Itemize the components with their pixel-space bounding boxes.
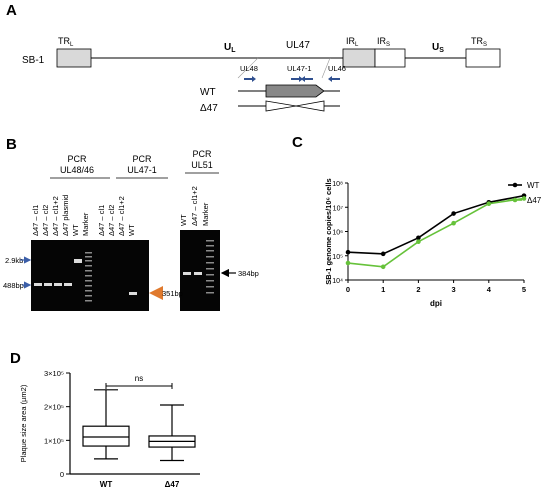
trs-label: TRS [471, 36, 487, 48]
c-series-line-0 [347, 194, 525, 255]
gene-label: UL47 [286, 40, 310, 51]
row-d47-label: Δ47 [200, 103, 218, 114]
gel1-lane-4: Δ47 plasmid [61, 195, 70, 236]
gel2-lane-3: Δ47 – cl1+2 [117, 196, 126, 236]
marker-ladder-2 [206, 240, 214, 294]
c-y-axis-label: SB-1 genome copies/10⁶ cells [324, 178, 333, 284]
gel2-lane-1: Δ47 – cl1 [97, 205, 106, 236]
gel3-lane-3: Marker [201, 202, 210, 226]
c-point-s1-1 [380, 264, 386, 270]
panel-letter-b: B [6, 136, 17, 153]
size-label-488bp: 488bp [3, 281, 24, 290]
d-box-0 [82, 425, 130, 447]
c-y-tick-label: 10⁸ [332, 181, 343, 188]
c-point-s0-2 [416, 235, 421, 241]
c-point-s1-2 [416, 239, 421, 244]
c-x-tick-label: 5 [522, 285, 526, 294]
panel-letter-d: D [10, 350, 21, 367]
c-series-line-1 [347, 197, 525, 268]
c-point-s1-0 [345, 260, 351, 266]
gel3-title-2: UL51 [191, 160, 213, 170]
panel-d-box-plot: 0 1×10⁵ 2×10⁵ 3×10⁵ Plaque size area (µm2) WT… [19, 369, 200, 489]
d-category-label-1: Δ47 [165, 480, 180, 489]
gel3-title-1: PCR [192, 149, 212, 159]
c-point-s0-3 [451, 211, 456, 216]
size-label-351bp: 351bp [162, 289, 183, 298]
panel-b-gels: PCR UL48/46 PCR UL47-1 PCR UL51 Δ47 – cl… [3, 149, 259, 311]
trl-box [56, 48, 92, 68]
c-y-tick-label: 10⁴ [332, 278, 343, 285]
c-point-s1-4 [486, 201, 492, 207]
c-legend-marker-0 [512, 182, 518, 188]
c-legend-label-1: Δ47 [527, 196, 542, 205]
c-y-tick-label: 10⁷ [333, 205, 344, 212]
c-point-s1-3 [451, 220, 456, 226]
panel-letter-a: A [6, 2, 17, 19]
c-x-axis-label: dpi [430, 299, 442, 308]
gel3-lane-2: Δ47 – cl1+2 [190, 186, 199, 226]
trl-label: TRL [58, 36, 74, 48]
c-point-s1-5 [521, 196, 527, 201]
deletion-bowtie [265, 100, 325, 112]
gel1-title-1: PCR [67, 154, 87, 164]
d-y-tick-label: 0 [60, 470, 64, 479]
primer-ul48-label: UL48 [240, 64, 258, 73]
gel2-title-2: UL47-1 [127, 165, 157, 175]
gel1-lane-3: Δ47 – cl1+2 [51, 196, 60, 236]
gel1-lane-5: WT [71, 224, 80, 236]
gel3-lane-1: WT [179, 214, 188, 226]
trs-box [465, 48, 501, 68]
d-category-label-0: WT [100, 480, 113, 489]
ul47-gene-arrow [265, 84, 325, 98]
panel-letter-c: C [292, 134, 303, 151]
d-y-tick-label: 3×10⁵ [44, 369, 64, 378]
c-point-s0-0 [345, 249, 351, 255]
d-significance-label: ns [135, 374, 143, 383]
gel2-title-1: PCR [132, 154, 152, 164]
gel1-title-2: UL48/46 [60, 165, 94, 175]
primer-arrow-ul48 [244, 76, 256, 82]
c-legend-marker-1 [512, 197, 518, 203]
c-x-tick-label: 2 [416, 285, 420, 294]
d-y-tick-label: 1×10⁵ [44, 436, 64, 445]
c-y-tick-label: 10⁶ [332, 230, 343, 237]
c-y-tick-label: 10⁵ [332, 254, 343, 261]
gel2-lane-2: Δ47 – cl2 [107, 205, 116, 236]
panel-c-line-chart: 10⁴ 10⁵ 10⁶ 10⁷ 10⁸ 0 1 2 3 4 5 dpi SB-1 genome copi… [324, 178, 542, 308]
gel1-bands [34, 259, 137, 295]
irs-label: IRS [377, 36, 390, 48]
primer-ul46-label: UL46 [328, 64, 346, 73]
c-legend-label-0: WT [527, 181, 540, 190]
genome-label: SB-1 [22, 55, 45, 66]
c-x-tick-label: 0 [346, 285, 350, 294]
primer-ul47-1-label: UL47-1 [287, 64, 312, 73]
gel3-bands [183, 272, 202, 275]
panel-a-genome-map: SB-1 TRL UL UL47 IRL IRS US TRS UL48 UL4… [22, 36, 501, 114]
irl-box [342, 48, 376, 68]
c-x-tick-label: 3 [452, 285, 456, 294]
gel-image-2 [180, 230, 220, 311]
gel1-lane-6: Marker [81, 212, 90, 236]
gel1-lane-2: Δ47 – cl2 [41, 205, 50, 236]
primer-arrow-ul47-1-rev [301, 76, 313, 82]
irl-label: IRL [346, 36, 359, 48]
us-label: US [432, 42, 444, 54]
gel1-lane-1: Δ47 – cl1 [31, 205, 40, 236]
gel2-lane-4: WT [127, 224, 136, 236]
irs-box [374, 48, 406, 68]
c-x-tick-label: 1 [381, 285, 385, 294]
size-label-2-9kb: 2.9kb [5, 256, 23, 265]
marker-ladder-1 [85, 252, 92, 302]
c-x-tick-label: 4 [487, 285, 492, 294]
size-label-384bp: 384bp [238, 269, 259, 278]
c-point-s0-1 [380, 251, 386, 257]
primer-arrow-ul46 [328, 76, 340, 82]
row-wt-label: WT [200, 87, 216, 98]
ul-label: UL [224, 42, 236, 54]
primer-arrow-ul47-1-fwd [291, 76, 303, 82]
d-y-axis-label: Plaque size area (µm2) [19, 384, 28, 462]
d-y-tick-label: 2×10⁵ [44, 403, 64, 412]
